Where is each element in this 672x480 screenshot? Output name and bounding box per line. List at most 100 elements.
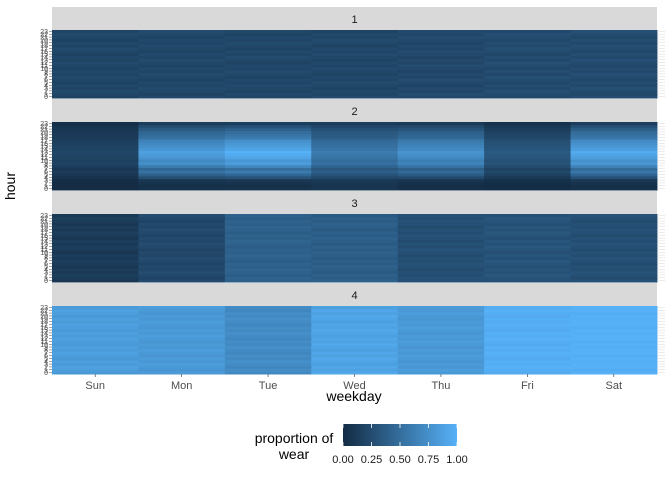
heatmap-cell bbox=[224, 222, 312, 226]
heatmap-cell bbox=[311, 231, 399, 235]
heatmap-cell bbox=[484, 242, 572, 246]
heatmap-cell bbox=[52, 242, 139, 246]
heatmap-cell bbox=[484, 253, 572, 257]
heatmap-cell bbox=[224, 58, 312, 62]
heatmap-cell bbox=[224, 239, 312, 243]
heatmap-cell bbox=[570, 334, 658, 338]
heatmap-cell bbox=[138, 306, 226, 310]
heatmap-cell bbox=[484, 276, 572, 280]
heatmap-cell bbox=[397, 49, 485, 54]
y-tick-label: 12 bbox=[40, 336, 48, 343]
heatmap-cell bbox=[397, 184, 485, 188]
heatmap-cell bbox=[397, 147, 485, 151]
heatmap-cell bbox=[397, 144, 485, 148]
heatmap-cell bbox=[311, 239, 399, 243]
heatmap-cell bbox=[397, 124, 485, 129]
heatmap-cell bbox=[52, 236, 139, 240]
y-tick-label: 16 bbox=[40, 141, 48, 148]
y-tick-label: 10 bbox=[40, 66, 48, 73]
heatmap-cell bbox=[138, 253, 226, 257]
heatmap-cell bbox=[224, 139, 312, 143]
heatmap-cell bbox=[52, 81, 139, 85]
heatmap-cell bbox=[484, 225, 572, 229]
heatmap-cell bbox=[138, 340, 226, 344]
heatmap-cell bbox=[138, 317, 226, 321]
heatmap-cell bbox=[224, 55, 312, 59]
facet-strip-label: 4 bbox=[351, 290, 357, 302]
heatmap-cell bbox=[570, 357, 658, 361]
heatmap-cell bbox=[224, 181, 312, 185]
heatmap-cell bbox=[138, 222, 226, 226]
heatmap-cell bbox=[224, 153, 312, 157]
heatmap-cell bbox=[397, 92, 485, 96]
heatmap-cell bbox=[138, 83, 226, 88]
heatmap-cell bbox=[138, 95, 226, 99]
heatmap-cell bbox=[224, 265, 312, 269]
y-tick-label: 21 bbox=[40, 127, 48, 134]
heatmap-cell bbox=[397, 130, 485, 134]
y-tick-label: 7 bbox=[44, 74, 48, 81]
heatmap-cell bbox=[484, 83, 572, 88]
heatmap-cell bbox=[224, 368, 312, 372]
heatmap-cell bbox=[224, 328, 312, 332]
heatmap-cell bbox=[138, 239, 226, 243]
heatmap-cell bbox=[52, 173, 139, 177]
heatmap-cell bbox=[224, 32, 312, 37]
heatmap-cell bbox=[224, 147, 312, 151]
heatmap-cell bbox=[311, 35, 399, 39]
heatmap-cell bbox=[52, 250, 139, 255]
heatmap-cell bbox=[138, 47, 226, 51]
heatmap-cell bbox=[52, 359, 139, 364]
heatmap-cell bbox=[484, 314, 572, 318]
heatmap-cell bbox=[484, 161, 572, 165]
heatmap-cell bbox=[484, 265, 572, 269]
heatmap-cell bbox=[311, 55, 399, 59]
heatmap-cell bbox=[52, 175, 139, 180]
heatmap-cell bbox=[311, 89, 399, 93]
heatmap-cell bbox=[570, 122, 658, 126]
heatmap-cell bbox=[570, 259, 658, 263]
heatmap-cell bbox=[311, 78, 399, 82]
heatmap-cell bbox=[570, 325, 658, 330]
heatmap-cell bbox=[311, 276, 399, 280]
heatmap-cell bbox=[570, 83, 658, 88]
heatmap-cell bbox=[484, 267, 572, 272]
heatmap-cell bbox=[224, 259, 312, 263]
heatmap-cell bbox=[570, 61, 658, 65]
heatmap-cell bbox=[570, 147, 658, 151]
heatmap-cell bbox=[484, 61, 572, 65]
heatmap-cell bbox=[311, 52, 399, 56]
heatmap-cell bbox=[224, 44, 312, 48]
heatmap-cell bbox=[52, 225, 139, 229]
heatmap-cell bbox=[484, 270, 572, 274]
heatmap-cell bbox=[570, 245, 658, 249]
heatmap-cell bbox=[224, 161, 312, 165]
y-tick-label: 13 bbox=[40, 241, 48, 248]
heatmap-cell bbox=[311, 337, 399, 341]
y-tick-label: 11 bbox=[41, 339, 48, 346]
heatmap-cell bbox=[138, 49, 226, 54]
heatmap-cell bbox=[570, 365, 658, 369]
heatmap-cell bbox=[570, 273, 658, 277]
heatmap-cell bbox=[138, 41, 226, 45]
heatmap-cell bbox=[138, 44, 226, 48]
heatmap-cell bbox=[138, 354, 226, 358]
heatmap-cell bbox=[311, 130, 399, 134]
heatmap-cell bbox=[484, 81, 572, 85]
heatmap-cell bbox=[484, 337, 572, 341]
heatmap-cell bbox=[138, 164, 226, 168]
heatmap-cell bbox=[138, 325, 226, 330]
heatmap-cell bbox=[397, 306, 485, 310]
x-tick-label: Thu bbox=[431, 380, 450, 392]
heatmap-cell bbox=[138, 270, 226, 274]
y-tick-label: 11 bbox=[41, 63, 48, 70]
y-tick-label: 8 bbox=[44, 347, 48, 354]
heatmap-cell bbox=[311, 317, 399, 321]
heatmap-cell bbox=[397, 270, 485, 274]
heatmap-cell bbox=[311, 30, 399, 34]
y-tick-label: 17 bbox=[40, 230, 48, 237]
y-tick-label: 14 bbox=[40, 54, 48, 61]
heatmap-cell bbox=[397, 164, 485, 168]
heatmap-cell bbox=[484, 362, 572, 366]
heatmap-cell bbox=[311, 127, 399, 131]
